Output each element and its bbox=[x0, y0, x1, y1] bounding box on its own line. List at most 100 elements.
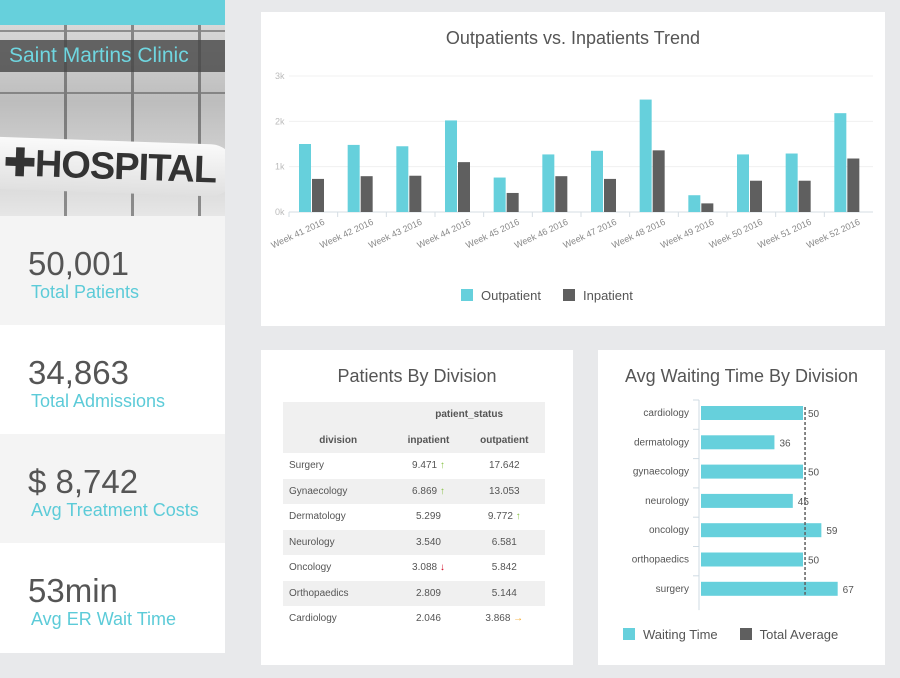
y-tick-label: 2k bbox=[275, 116, 285, 126]
cell-value: 6.581 bbox=[491, 536, 517, 548]
division-table-panel: Patients By Division patient_status divi… bbox=[261, 350, 573, 665]
cell-value: 5.144 bbox=[491, 587, 517, 599]
cell-value: 3.868 bbox=[485, 613, 511, 625]
outpatient-cell: 5.144 bbox=[463, 580, 545, 606]
col-inpatient: inpatient bbox=[393, 427, 464, 453]
bar-inpatient bbox=[604, 178, 616, 212]
kpi-total-patients: 50,001 Total Patients bbox=[0, 216, 225, 325]
kpi-avg-treatment-costs: $ 8,742 Avg Treatment Costs bbox=[0, 434, 225, 543]
category-label: surgery bbox=[656, 584, 689, 595]
bar-outpatient bbox=[834, 113, 847, 212]
cell-value: 17.642 bbox=[488, 460, 520, 472]
outpatient-cell: 5.842 bbox=[464, 555, 545, 581]
outpatient-cell: 3.868 → bbox=[464, 606, 545, 632]
bar-inpatient bbox=[409, 175, 422, 212]
legend-label: Inpatient bbox=[583, 288, 633, 303]
outpatient-cell: 6.581 bbox=[463, 529, 545, 555]
x-tick-label: Week 44 2016 bbox=[415, 217, 472, 251]
legend-waiting-time[interactable]: Waiting Time bbox=[623, 627, 718, 642]
cell-value: 6.869 bbox=[412, 485, 438, 497]
bar-inpatient bbox=[798, 180, 811, 212]
cell-value: 9.772 bbox=[487, 511, 513, 523]
cell-value: 2.046 bbox=[415, 613, 441, 625]
col-division: division bbox=[283, 427, 394, 453]
legend-inpatient[interactable]: Inpatient bbox=[563, 288, 633, 303]
legend-label: Total Average bbox=[759, 627, 839, 642]
legend-swatch bbox=[563, 289, 575, 301]
inpatient-cell: 5.299 bbox=[393, 504, 463, 530]
bar-inpatient bbox=[750, 180, 762, 212]
data-label: 67 bbox=[843, 585, 855, 596]
legend-label: Outpatient bbox=[481, 288, 541, 303]
bar-inpatient bbox=[312, 178, 324, 212]
division-cell: Neurology bbox=[283, 529, 394, 555]
kpi-avg-er-wait: 53min Avg ER Wait Time bbox=[0, 543, 225, 652]
category-label: dermatology bbox=[634, 437, 689, 448]
data-label: 50 bbox=[808, 556, 820, 567]
bar-outpatient bbox=[347, 144, 360, 212]
arrow-right-icon: → bbox=[510, 613, 524, 625]
bar-waiting-time bbox=[701, 552, 803, 567]
hospital-photo: Saint Martins Clinic ✚HOSPITAL bbox=[0, 25, 225, 216]
table-row: Dermatology 5.299 9.772 ↑ bbox=[283, 504, 545, 530]
division-cell: Cardiology bbox=[283, 606, 393, 632]
inpatient-cell: 3.088 ↓ bbox=[393, 555, 463, 581]
trend-chart-panel: Outpatients vs. Inpatients Trend 0k 1k 2k 3… bbox=[261, 12, 885, 326]
bar-outpatient bbox=[299, 144, 311, 212]
outpatient-cell: 17.642 bbox=[464, 453, 545, 479]
kpi-value: 53min bbox=[28, 572, 118, 609]
outpatient-cell: 13.053 bbox=[463, 478, 545, 504]
table-row: Cardiology 2.046 3.868 → bbox=[283, 606, 545, 632]
kpi-label: Total Admissions bbox=[31, 391, 166, 411]
kpi-value: 34,863 bbox=[28, 354, 129, 391]
data-label: 59 bbox=[826, 526, 838, 537]
table-title: Patients By Division bbox=[337, 366, 497, 386]
division-cell: Orthopaedics bbox=[283, 580, 394, 606]
cell-value: Orthopaedics bbox=[289, 587, 349, 599]
cell-value: Cardiology bbox=[289, 613, 337, 625]
hospital-sign: ✚HOSPITAL bbox=[0, 136, 225, 198]
category-label: cardiology bbox=[643, 408, 689, 419]
category-label: oncology bbox=[649, 525, 689, 536]
col-outpatient: outpatient bbox=[463, 427, 545, 453]
data-label: 50 bbox=[808, 468, 820, 479]
kpi-sidebar: Saint Martins Clinic ✚HOSPITAL 50,001 Tot… bbox=[0, 0, 225, 653]
kpi-total-admissions: 34,863 Total Admissions bbox=[0, 325, 225, 434]
inpatient-cell: 2.046 bbox=[393, 606, 463, 632]
bar-outpatient bbox=[445, 120, 457, 212]
legend-outpatient[interactable]: Outpatient bbox=[461, 288, 541, 303]
cell-value: 5.842 bbox=[491, 562, 517, 574]
cell-value: Dermatology bbox=[289, 511, 346, 523]
x-tick-label: Week 43 2016 bbox=[367, 217, 424, 251]
cell-value: 3.088 bbox=[412, 562, 438, 574]
data-label: 50 bbox=[808, 409, 820, 420]
data-label: 45 bbox=[798, 497, 810, 508]
x-tick-label: Week 49 2016 bbox=[659, 217, 716, 251]
bar-inpatient bbox=[847, 158, 860, 212]
bar-outpatient bbox=[639, 99, 652, 212]
arrow-down-icon: ↓ bbox=[437, 562, 445, 574]
bar-waiting-time bbox=[701, 464, 803, 479]
cell-value: 2.809 bbox=[415, 587, 441, 599]
cell-value: 3.540 bbox=[415, 536, 441, 548]
y-tick-label: 0k bbox=[275, 207, 285, 217]
chart-title: Avg Waiting Time By Division bbox=[624, 366, 859, 386]
y-tick-label: 3k bbox=[275, 71, 285, 81]
division-cell: Surgery bbox=[283, 453, 393, 479]
division-cell: Dermatology bbox=[283, 504, 393, 530]
table-row: Orthopaedics 2.809 5.144 bbox=[283, 580, 545, 606]
cell-value: Oncology bbox=[289, 562, 332, 574]
bar-inpatient bbox=[506, 192, 519, 212]
bar-inpatient bbox=[360, 176, 373, 212]
x-tick-label: Week 41 2016 bbox=[269, 217, 326, 251]
bar-outpatient bbox=[591, 150, 603, 212]
table-row: Neurology 3.540 6.581 bbox=[283, 529, 545, 555]
bar-inpatient bbox=[701, 203, 714, 212]
legend-total-average[interactable]: Total Average bbox=[739, 627, 839, 642]
waiting-legend: Waiting Time Total Average bbox=[623, 627, 838, 642]
group-header: patient_status bbox=[393, 402, 545, 428]
cell-value: Neurology bbox=[289, 536, 335, 548]
legend-swatch bbox=[623, 628, 635, 640]
bar-waiting-time bbox=[701, 581, 838, 596]
